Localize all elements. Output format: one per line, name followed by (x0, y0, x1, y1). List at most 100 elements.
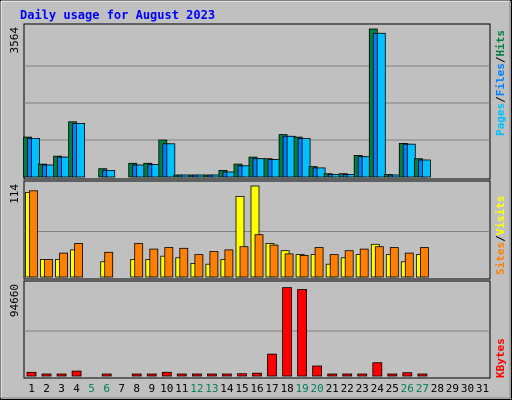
plot-area (23, 23, 491, 180)
panel-kbytes: 94660 KBytes (8, 280, 507, 379)
bar-sites-day-20 (314, 247, 324, 278)
bar-kbytes-day-19 (297, 289, 308, 377)
bar-sites-day-26 (404, 252, 414, 278)
bar-kbytes-day-23 (357, 373, 368, 377)
bar-kbytes-day-27 (417, 373, 428, 377)
plot-area (23, 280, 491, 379)
day-label-27: 27 (416, 382, 429, 395)
bar-kbytes-day-11 (176, 373, 187, 377)
bar-sites-day-27 (419, 247, 429, 278)
day-label-25: 25 (386, 382, 399, 395)
bar-sites-day-23 (359, 248, 369, 278)
legend-entry: Pages (494, 103, 507, 136)
bar-sites-day-17 (269, 244, 279, 278)
bar-kbytes-day-17 (267, 353, 277, 377)
day-labels: 1 2 3 4 5 6 7 8 9 10 11 12 13 14 15 16 17 18 19 20 21 22 23 24 2… (28, 382, 489, 395)
bar-kbytes-day-10 (161, 371, 172, 377)
bar-sites-day-18 (284, 253, 294, 278)
max-value-label: 114 (8, 184, 21, 204)
day-label-30: 30 (461, 382, 474, 395)
chart-title: Daily usage for August 2023 (20, 8, 215, 22)
bar-sites-day-2 (44, 258, 53, 278)
bar-pages-day-1 (31, 137, 40, 178)
bar-kbytes-day-2 (41, 373, 52, 377)
bar-sites-day-19 (299, 254, 309, 278)
bar-kbytes-day-16 (252, 372, 262, 377)
bar-kbytes-day-8 (131, 373, 142, 377)
bar-sites-day-1 (29, 190, 38, 278)
legend-entry: Files (494, 63, 507, 96)
legend-entry: / (494, 235, 507, 242)
panel-visits_sites: 114 Sites/Visits (8, 180, 507, 280)
bar-kbytes-day-3 (56, 373, 67, 377)
legend-kbytes: KBytes (494, 338, 507, 378)
chart-panels: 3564Pages/Files/Hits114Sites/Visits94660… (8, 23, 507, 379)
bar-sites-day-21 (329, 254, 339, 278)
bar-kbytes-day-9 (146, 373, 157, 377)
day-label-5: 5 (88, 382, 95, 395)
bar-kbytes-day-20 (312, 365, 323, 377)
bar-pages-day-20 (316, 167, 326, 178)
bar-kbytes-day-14 (221, 373, 232, 377)
day-label-12: 12 (190, 382, 203, 395)
legend-hits_files: Pages/Files/Hits (494, 30, 507, 136)
day-label-11: 11 (175, 382, 188, 395)
day-label-23: 23 (356, 382, 369, 395)
bar-kbytes-day-21 (327, 373, 338, 377)
day-label-3: 3 (58, 382, 65, 395)
legend-visits_sites: Sites/Visits (494, 196, 507, 276)
day-label-13: 13 (205, 382, 218, 395)
day-label-6: 6 (103, 382, 110, 395)
bar-pages-day-4 (76, 123, 85, 178)
day-label-24: 24 (371, 382, 385, 395)
bar-kbytes-day-12 (191, 373, 202, 377)
legend-entry: KBytes (494, 338, 507, 378)
day-label-29: 29 (446, 382, 459, 395)
legend-entry: / (494, 96, 507, 103)
legend-entry: / (494, 56, 507, 63)
bar-pages-day-19 (301, 137, 311, 178)
bar-kbytes-day-18 (282, 287, 293, 377)
day-label-10: 10 (160, 382, 173, 395)
day-label-15: 15 (235, 382, 248, 395)
bar-sites-day-25 (389, 247, 399, 278)
bar-sites-day-8 (134, 243, 144, 278)
bar-sites-day-10 (164, 247, 174, 278)
day-label-26: 26 (401, 382, 414, 395)
bar-sites-day-15 (239, 246, 249, 278)
bar-kbytes-day-22 (342, 373, 353, 377)
day-label-2: 2 (43, 382, 50, 395)
max-value-label: 3564 (8, 27, 21, 54)
bar-sites-day-16 (254, 234, 264, 278)
bar-sites-day-24 (374, 246, 384, 278)
day-label-9: 9 (148, 382, 155, 395)
legend-entry: Visits (494, 196, 507, 236)
bar-pages-day-6 (106, 169, 116, 178)
bar-sites-day-13 (209, 251, 219, 278)
bar-pages-day-10 (166, 143, 176, 178)
day-label-1: 1 (28, 382, 35, 395)
bar-kbytes-day-1 (26, 371, 37, 377)
day-label-7: 7 (118, 382, 125, 395)
bar-sites-day-14 (224, 249, 234, 278)
bar-sites-day-22 (344, 250, 354, 278)
bar-kbytes-day-15 (237, 373, 247, 377)
bar-sites-day-11 (179, 247, 189, 278)
bar-sites-day-3 (59, 252, 68, 278)
day-label-21: 21 (326, 382, 339, 395)
day-label-17: 17 (265, 382, 278, 395)
bar-pages-day-27 (421, 159, 431, 178)
bar-pages-day-24 (376, 32, 386, 178)
bar-sites-day-9 (149, 248, 159, 278)
day-label-14: 14 (220, 382, 234, 395)
bar-kbytes-day-26 (402, 372, 413, 377)
legend-entry: Sites (494, 242, 507, 275)
max-value-label: 94660 (8, 284, 21, 317)
bar-kbytes-day-25 (387, 373, 398, 377)
day-label-16: 16 (250, 382, 263, 395)
bar-sites-day-4 (74, 243, 83, 278)
day-label-4: 4 (73, 382, 80, 395)
legend-entry: Hits (494, 30, 507, 57)
